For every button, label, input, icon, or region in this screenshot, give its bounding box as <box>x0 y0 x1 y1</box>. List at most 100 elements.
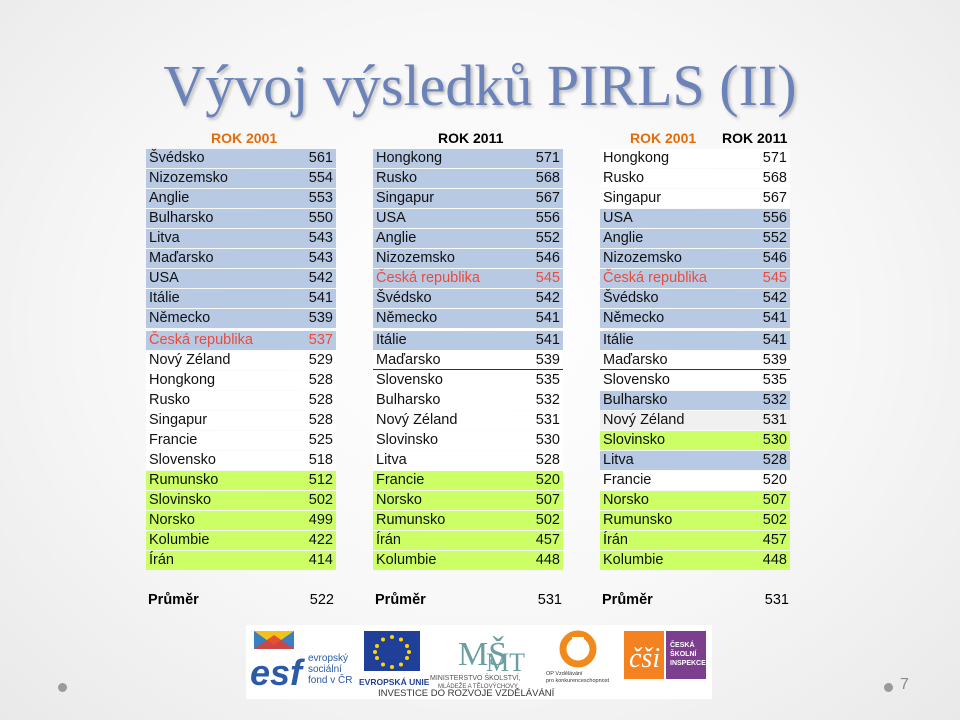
score-value: 541 <box>308 290 333 306</box>
country-name: Nizozemsko <box>149 170 228 186</box>
svg-text:sociální: sociální <box>308 664 342 675</box>
table-row: Nový Zéland 531 <box>373 411 563 430</box>
country-name: Bulharsko <box>603 392 668 408</box>
svg-text:MINISTERSTVO ŠKOLSTVÍ,: MINISTERSTVO ŠKOLSTVÍ, <box>430 673 521 682</box>
country-name: Kolumbie <box>149 532 210 548</box>
avg-value: 531 <box>537 592 562 608</box>
right-header-2001: ROK 2001 <box>630 130 697 146</box>
score-value: 529 <box>308 352 333 368</box>
country-name: Anglie <box>376 230 417 246</box>
country-name: Norsko <box>603 492 649 508</box>
country-name: Rusko <box>376 170 418 186</box>
country-name: Itálie <box>603 332 634 348</box>
svg-text:čši: čši <box>629 643 660 674</box>
country-name: Singapur <box>149 412 208 428</box>
score-value: 499 <box>308 512 333 528</box>
country-name: Česká republika <box>603 270 707 286</box>
table-row: Maďarsko 543 <box>146 249 336 268</box>
country-name: Litva <box>149 230 180 246</box>
score-value: 542 <box>535 290 560 306</box>
country-name: Itálie <box>376 332 407 348</box>
table-row: Švédsko 542 <box>373 289 563 308</box>
score-value: 568 <box>762 170 787 186</box>
table-row: Slovinsko 530 <box>373 431 563 450</box>
table-row: Slovensko 535 <box>373 371 563 390</box>
country-name: Rusko <box>603 170 645 186</box>
table-row: Švédsko 561 <box>146 149 336 168</box>
esf-big-text: esf <box>250 652 305 693</box>
country-name: Rumunsko <box>376 512 446 528</box>
avg-value: 522 <box>309 592 334 608</box>
country-name: Nizozemsko <box>376 250 455 266</box>
score-value: 545 <box>535 270 560 286</box>
score-value: 502 <box>762 512 787 528</box>
table-row: Nový Zéland 531 <box>600 411 790 430</box>
table-row: Norsko 507 <box>600 491 790 510</box>
country-name: Slovinsko <box>603 432 666 448</box>
right-header-2011: ROK 2011 <box>722 130 788 146</box>
svg-text:EVROPSKÁ UNIE: EVROPSKÁ UNIE <box>359 677 430 687</box>
country-name: Hongkong <box>376 150 443 166</box>
svg-text:OP Vzdělávání: OP Vzdělávání <box>546 671 583 677</box>
score-value: 520 <box>762 472 787 488</box>
table-row: Německo 539 <box>146 309 336 328</box>
score-value: 535 <box>535 372 560 388</box>
country-name: Rumunsko <box>603 512 673 528</box>
svg-text:ŠKOLNÍ: ŠKOLNÍ <box>670 649 698 658</box>
slide-title: Vývoj výsledků PIRLS (II) <box>163 53 797 118</box>
score-value: 568 <box>535 170 560 186</box>
table-row: Norsko 499 <box>146 511 336 530</box>
score-value: 541 <box>535 332 560 348</box>
country-name: Česká republika <box>376 270 480 286</box>
table-row: Kolumbie 422 <box>146 531 336 550</box>
score-value: 571 <box>762 150 787 166</box>
left-header: ROK 2001 <box>211 130 278 146</box>
table-row: Litva 528 <box>373 451 563 470</box>
table-row: Litva 543 <box>146 229 336 248</box>
avg-label: Průměr <box>148 592 199 608</box>
table-row: Írán 457 <box>600 531 790 550</box>
score-value: 553 <box>308 190 333 206</box>
country-name: Maďarsko <box>603 352 668 368</box>
table-row: Nizozemsko 546 <box>600 249 790 268</box>
table-row: Bulharsko 550 <box>146 209 336 228</box>
score-value: 502 <box>308 492 333 508</box>
score-value: 531 <box>535 412 560 428</box>
table-row: Anglie 552 <box>600 229 790 248</box>
svg-text:ČESKÁ: ČESKÁ <box>670 640 695 649</box>
avg-value: 531 <box>764 592 789 608</box>
table-row: Švédsko 542 <box>600 289 790 308</box>
score-value: 518 <box>308 452 333 468</box>
country-name: Německo <box>603 310 665 326</box>
score-value: 448 <box>762 552 787 568</box>
score-value: 546 <box>762 250 787 266</box>
table-row: Singapur 567 <box>373 189 563 208</box>
score-value: 528 <box>308 372 333 388</box>
country-name: Nový Zéland <box>376 412 458 428</box>
table-row: Hongkong 571 <box>373 149 563 168</box>
score-value: 507 <box>535 492 560 508</box>
op-vzdelavani-logo-icon: OP Vzdělávání pro konkurenceschopnost <box>546 630 609 684</box>
country-name: Slovensko <box>603 372 670 388</box>
score-value: 512 <box>308 472 333 488</box>
table-row: Litva 528 <box>600 451 790 470</box>
svg-text:pro konkurenceschopnost: pro konkurenceschopnost <box>546 678 609 684</box>
table-row: Singapur 567 <box>600 189 790 208</box>
table-row: Rumunsko 502 <box>600 511 790 530</box>
country-name: Rumunsko <box>149 472 219 488</box>
score-value: 507 <box>762 492 787 508</box>
svg-text:MLÁDEŽE A TĚLOVÝCHOVY: MLÁDEŽE A TĚLOVÝCHOVY <box>438 682 518 690</box>
score-value: 541 <box>535 310 560 326</box>
score-value: 528 <box>308 412 333 428</box>
table-row: Kolumbie 448 <box>373 551 563 570</box>
table-row: Německo 541 <box>373 309 563 328</box>
country-name: Slovinsko <box>376 432 439 448</box>
country-name: Švédsko <box>149 150 205 166</box>
score-value: 530 <box>762 432 787 448</box>
table-row: Francie 520 <box>600 471 790 490</box>
country-name: Nizozemsko <box>603 250 682 266</box>
svg-text:MŠ: MŠ <box>458 635 507 673</box>
country-name: Nový Zéland <box>603 412 685 428</box>
score-value: 457 <box>762 532 787 548</box>
score-value: 552 <box>762 230 787 246</box>
